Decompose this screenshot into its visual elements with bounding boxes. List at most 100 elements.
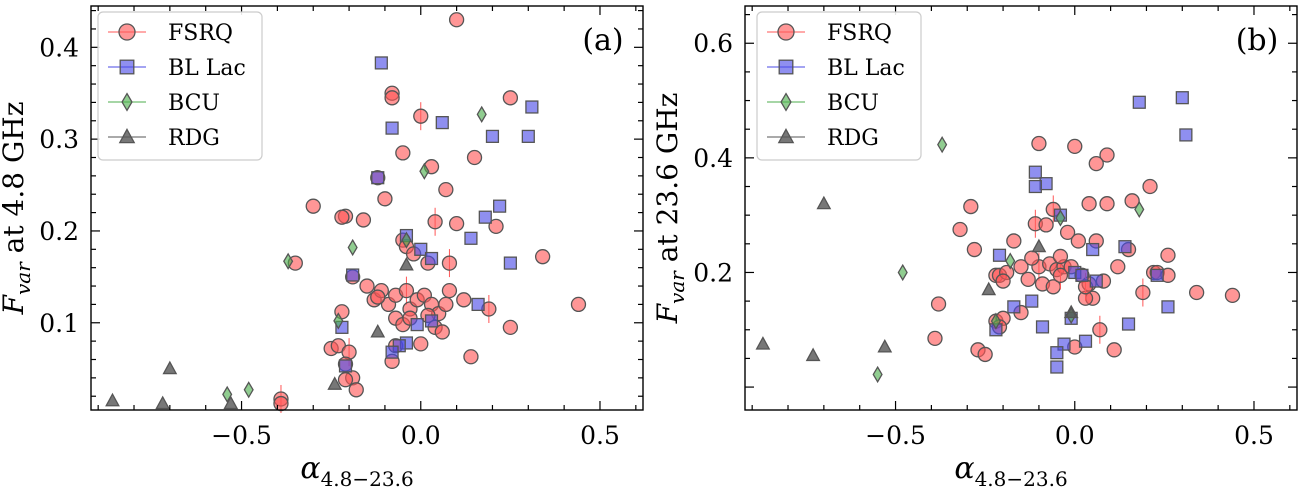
bllac-point bbox=[503, 256, 517, 270]
bcu-point bbox=[872, 365, 883, 384]
bllac-point bbox=[992, 248, 1007, 262]
panel-label: (a) bbox=[582, 23, 623, 58]
bllac-point bbox=[1179, 128, 1193, 142]
fsrq-point bbox=[966, 241, 983, 258]
legend-marker-bllac bbox=[119, 59, 135, 75]
rdg-point bbox=[223, 395, 239, 410]
fsrq-point bbox=[355, 212, 372, 228]
bllac-point bbox=[478, 210, 492, 224]
bllac-point bbox=[1028, 179, 1042, 194]
fsrq-point bbox=[384, 90, 400, 106]
rdg-point bbox=[981, 281, 997, 296]
y-axis-label: Fvar at 4.8 GHz bbox=[0, 102, 35, 316]
fsrq-point bbox=[1160, 247, 1176, 263]
panel-label: (b) bbox=[1236, 23, 1279, 58]
x-tick-label: 0.0 bbox=[401, 421, 441, 450]
legend-label-bcu: BCU bbox=[827, 91, 879, 116]
rdg-point bbox=[105, 392, 120, 407]
legend-marker-fsrq bbox=[777, 23, 795, 41]
fsrq-point bbox=[488, 218, 504, 235]
x-tick-label: 0.5 bbox=[1234, 421, 1274, 450]
y-axis-label-main: F bbox=[651, 302, 684, 324]
y-tick-label: 0.4 bbox=[39, 33, 79, 62]
fsrq-point bbox=[441, 255, 458, 271]
legend-label-fsrq: FSRQ bbox=[168, 21, 233, 46]
fsrq-point bbox=[1110, 259, 1126, 275]
fsrq-point bbox=[1188, 284, 1205, 301]
fsrq-point bbox=[413, 336, 429, 352]
fsrq-point bbox=[1024, 250, 1040, 266]
x-axis-label-sub: 4.8−23.6 bbox=[321, 467, 414, 487]
bllac-point bbox=[525, 100, 539, 114]
fsrq-point bbox=[930, 296, 947, 312]
bllac-point bbox=[1007, 300, 1021, 314]
fsrq-point bbox=[1059, 224, 1076, 241]
fsrq-point bbox=[995, 273, 1011, 289]
fsrq-point bbox=[359, 278, 375, 294]
fsrq-point bbox=[413, 108, 429, 124]
rdg-point bbox=[399, 256, 414, 271]
fsrq-point bbox=[1031, 135, 1047, 152]
fsrq-point bbox=[1088, 155, 1104, 172]
y-axis-label-rest: at 4.8 GHz bbox=[0, 102, 30, 263]
data-points bbox=[105, 12, 587, 413]
fsrq-point bbox=[952, 221, 968, 238]
bcu-point bbox=[476, 105, 487, 123]
legend-box bbox=[756, 11, 922, 161]
fsrq-point bbox=[1052, 267, 1069, 283]
bllac-point bbox=[1078, 334, 1093, 348]
fsrq-point bbox=[438, 296, 454, 313]
legend-label-fsrq: FSRQ bbox=[827, 21, 892, 46]
legend-marker-rdg bbox=[777, 128, 795, 144]
bllac-point bbox=[1118, 240, 1132, 254]
x-tick-label: −0.5 bbox=[865, 421, 926, 450]
bllac-point bbox=[1086, 242, 1100, 257]
fsrq-point bbox=[466, 149, 483, 166]
fsrq-point bbox=[1006, 233, 1022, 249]
fsrq-point bbox=[273, 395, 289, 412]
x-axis-label: α4.8−23.6 bbox=[300, 451, 413, 487]
y-tick-label: 0.2 bbox=[693, 258, 733, 287]
fsrq-point bbox=[1038, 217, 1054, 233]
fsrq-point bbox=[305, 198, 321, 214]
x-tick-label: 0.5 bbox=[580, 421, 620, 450]
bllac-point bbox=[346, 268, 360, 282]
fsrq-point bbox=[1224, 287, 1241, 304]
y-axis-label-sub: var bbox=[11, 261, 35, 295]
fsrq-point bbox=[963, 198, 979, 215]
y-tick-label: 0.3 bbox=[39, 125, 79, 154]
fsrq-point bbox=[348, 382, 364, 398]
fsrq-point bbox=[448, 215, 465, 232]
fsrq-point bbox=[1020, 271, 1036, 287]
fsrq-point bbox=[1092, 322, 1108, 338]
fsrq-point bbox=[463, 349, 479, 365]
bllac-point bbox=[414, 242, 428, 256]
y-tick-label: 0.4 bbox=[693, 144, 733, 173]
bllac-point bbox=[493, 199, 507, 213]
bllac-point bbox=[1057, 337, 1071, 351]
bcu-point bbox=[937, 136, 948, 154]
bllac-point bbox=[1028, 165, 1042, 179]
legend-marker-rdg bbox=[118, 128, 136, 144]
fsrq-point bbox=[977, 346, 993, 363]
bllac-point bbox=[424, 251, 439, 266]
rdg-point bbox=[1031, 238, 1047, 253]
panel-a: −0.5 0.0 0.5 0.1 0.2 0.3 0.4 α4.8−23.6 Fvar at 4… bbox=[0, 5, 644, 487]
rdg-point bbox=[755, 336, 771, 350]
legend: FSRQ BL Lac BCU RDG bbox=[97, 11, 263, 161]
legend-label-bcu: BCU bbox=[168, 91, 220, 116]
rdg-point bbox=[370, 323, 386, 338]
fsrq-point bbox=[456, 292, 472, 308]
bllac-point bbox=[1050, 360, 1064, 374]
bllac-point bbox=[521, 129, 535, 143]
y-axis-label-main: F bbox=[0, 293, 30, 315]
bllac-point bbox=[471, 297, 485, 312]
bllac-point bbox=[464, 231, 478, 245]
bllac-point bbox=[1132, 95, 1146, 109]
y-tick-label: 0.6 bbox=[693, 29, 733, 58]
fsrq-point bbox=[441, 282, 458, 299]
fsrq-point bbox=[502, 90, 519, 106]
plot-frame bbox=[744, 5, 1298, 411]
bllac-point bbox=[374, 56, 388, 70]
plot-frame bbox=[90, 5, 644, 411]
